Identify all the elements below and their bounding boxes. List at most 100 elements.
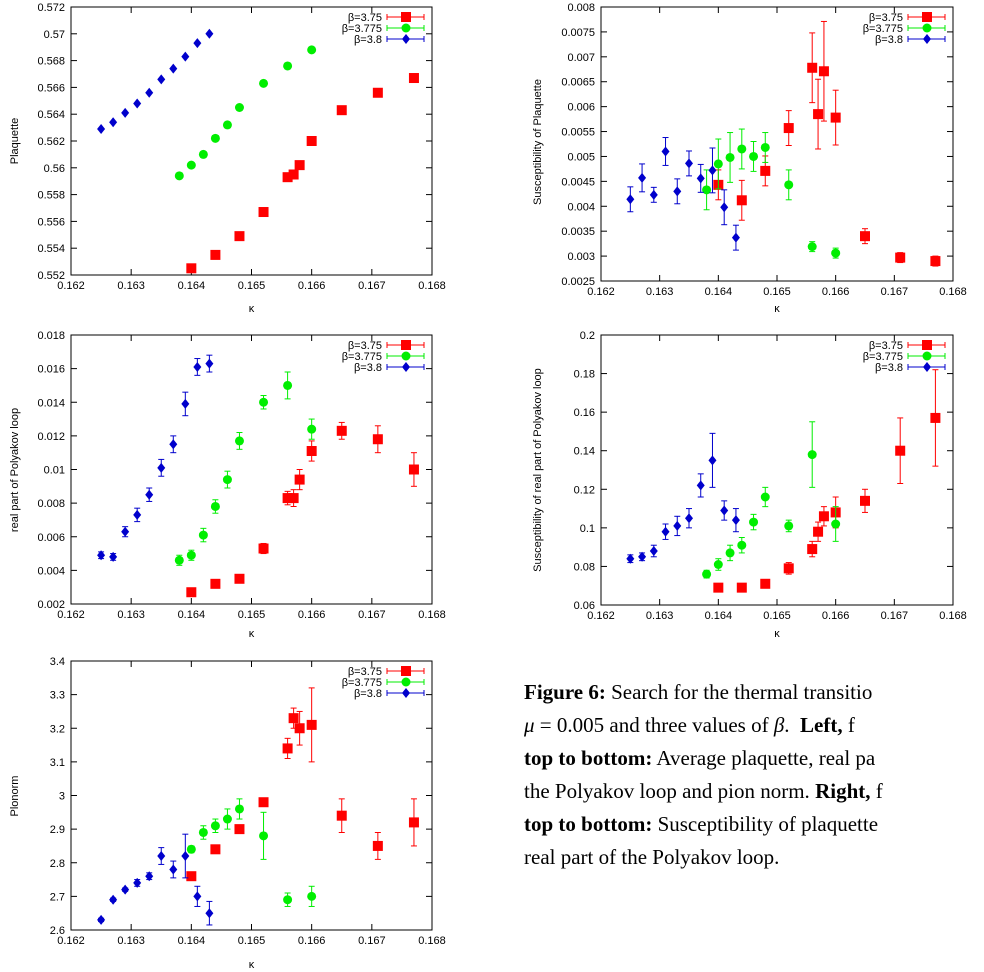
data-point [696, 173, 705, 184]
y-tick-label: 0.007 [567, 52, 595, 64]
x-tick-label: 0.165 [763, 610, 791, 622]
x-tick-label: 0.162 [57, 609, 85, 621]
data-point [713, 159, 723, 169]
y-tick-label: 0.0065 [561, 77, 595, 89]
data-point [294, 160, 305, 171]
x-tick-label: 0.168 [939, 286, 967, 298]
x-tick-label: 0.167 [881, 610, 909, 622]
data-point [186, 587, 197, 598]
y-axis-label: real part of Polyakov loop [9, 408, 21, 532]
chart-panel-3: 0.162 0.163 0.164 0.165 0.166 0.167 0.168 2.6 2.… [9, 656, 446, 971]
data-point [174, 555, 184, 565]
data-point [830, 112, 841, 123]
data-point [186, 871, 197, 882]
series-1 [713, 20, 941, 267]
y-tick-label: 0.0035 [561, 226, 595, 238]
y-tick-label: 3.2 [50, 723, 65, 735]
y-tick-label: 0.0055 [561, 127, 595, 139]
x-tick-label: 0.166 [298, 609, 326, 621]
legend-label: β=3.775 [342, 23, 382, 35]
data-point [169, 864, 178, 875]
data-point [258, 797, 269, 808]
series-2 [702, 421, 841, 579]
y-tick-label: 0.0075 [561, 27, 595, 39]
data-point [807, 544, 818, 555]
y-axis-label: Plonorm [9, 776, 21, 817]
y-tick-label: 0.01 [44, 465, 65, 477]
data-point [210, 249, 221, 260]
data-point [638, 172, 647, 183]
y-tick-label: 0.562 [37, 136, 65, 148]
data-point [97, 123, 106, 134]
legend-marker [401, 677, 411, 687]
y-tick-label: 0.004 [37, 565, 65, 577]
y-tick-label: 0.56 [44, 163, 65, 175]
data-point [725, 548, 735, 558]
legend-label: β=3.8 [875, 362, 903, 374]
data-point [408, 73, 419, 84]
data-point [193, 891, 202, 902]
figure-caption: Figure 6: Search for the thermal transit… [524, 676, 984, 874]
data-point [234, 231, 245, 242]
data-point [307, 424, 317, 434]
data-point [818, 511, 829, 522]
data-point [283, 380, 293, 390]
data-point [288, 713, 299, 724]
data-point [157, 851, 166, 862]
data-point [198, 530, 208, 540]
data-point [210, 821, 220, 831]
y-tick-label: 0.08 [574, 561, 595, 573]
data-point [133, 509, 142, 520]
y-tick-label: 0.016 [37, 364, 65, 376]
legend-label: β=3.8 [875, 34, 903, 46]
data-point [282, 172, 293, 183]
y-axis-label: Susceptibility of real part of Polyakov … [532, 368, 544, 572]
data-point [831, 248, 841, 258]
data-point [259, 78, 269, 88]
data-point [696, 480, 705, 491]
data-point [121, 526, 130, 537]
data-point [736, 582, 747, 593]
data-point [685, 158, 693, 169]
y-tick-label: 0.566 [37, 82, 65, 94]
legend-label: β=3.775 [863, 23, 903, 35]
series-1 [186, 687, 419, 882]
data-point [685, 513, 693, 524]
data-point [408, 464, 419, 475]
data-point [307, 45, 317, 55]
data-point [222, 814, 232, 824]
x-axis-label: κ [249, 303, 255, 315]
data-point [702, 569, 712, 579]
legend-marker [401, 12, 411, 22]
data-point [181, 851, 190, 862]
y-tick-label: 0.012 [37, 431, 65, 443]
x-tick-label: 0.168 [418, 935, 446, 947]
legend-label: β=3.75 [348, 12, 382, 24]
data-point [626, 194, 635, 205]
y-tick-label: 0.004 [567, 201, 595, 213]
caption-line-6: real part of the Polyakov loop. [524, 845, 780, 869]
x-tick-label: 0.166 [822, 610, 850, 622]
figure-label: Figure 6: [524, 680, 606, 704]
data-point [307, 891, 317, 901]
legend-marker [401, 351, 411, 361]
chart-panel-2: 0.162 0.163 0.164 0.165 0.166 0.167 0.168 0.002… [9, 330, 446, 640]
data-point [121, 884, 130, 895]
data-point [720, 202, 729, 213]
x-tick-label: 0.168 [939, 610, 967, 622]
plot-frame [600, 6, 954, 282]
legend-marker [402, 362, 410, 372]
data-point [145, 871, 154, 882]
data-point [336, 810, 347, 821]
data-point [97, 550, 106, 561]
data-point [860, 231, 870, 242]
data-point [169, 439, 178, 450]
legend-marker [401, 340, 411, 350]
data-point [895, 252, 906, 263]
legend-marker [402, 688, 410, 698]
y-tick-label: 0.568 [37, 56, 65, 68]
y-axis-label: Susceptibility of Plaquette [532, 79, 544, 205]
data-point [661, 146, 670, 157]
